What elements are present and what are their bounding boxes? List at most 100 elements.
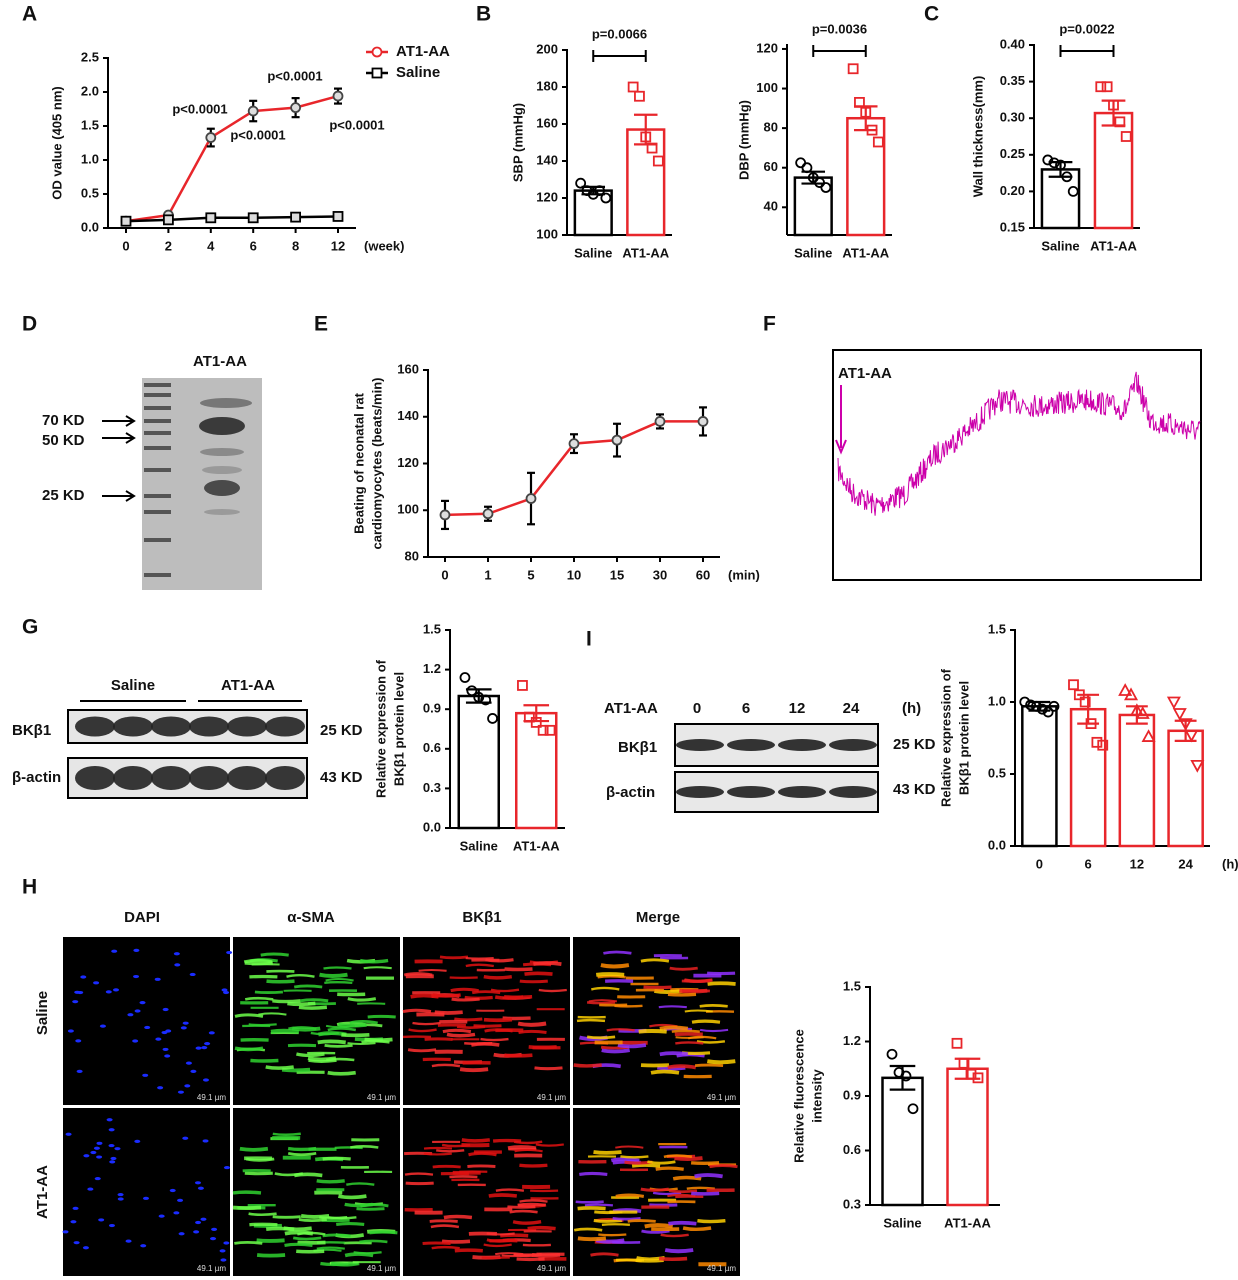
nucleus bbox=[177, 1090, 184, 1094]
fiber bbox=[300, 1213, 330, 1219]
fiber bbox=[620, 1155, 649, 1159]
nucleus bbox=[208, 1031, 215, 1035]
point bbox=[652, 155, 664, 167]
point bbox=[1042, 154, 1054, 166]
fiber bbox=[514, 1148, 543, 1153]
y-tick-label: 1.0 bbox=[81, 151, 99, 166]
fiber bbox=[588, 999, 618, 1003]
x-tick-label: AT1-AA bbox=[944, 1215, 991, 1230]
fiber bbox=[454, 1248, 483, 1253]
fiber bbox=[671, 1029, 700, 1033]
fiber bbox=[507, 1145, 537, 1151]
point bbox=[517, 680, 528, 691]
gel-image bbox=[142, 378, 262, 590]
nucleus bbox=[83, 1154, 90, 1158]
fiber bbox=[451, 997, 480, 1002]
blot-band bbox=[727, 739, 775, 751]
bar bbox=[573, 189, 613, 237]
point bbox=[120, 215, 132, 227]
panel-label: C bbox=[924, 3, 939, 26]
row-label: β-actin bbox=[606, 784, 655, 801]
y-tick-label: 100 bbox=[756, 80, 778, 95]
fiber bbox=[338, 1023, 367, 1028]
fiber bbox=[334, 1146, 363, 1150]
x-tick-label: Saline bbox=[883, 1215, 921, 1230]
fiber bbox=[627, 1219, 656, 1223]
y-tick-label: 0.6 bbox=[843, 1142, 861, 1157]
blot-band bbox=[778, 786, 826, 798]
x-axis-label: (h) bbox=[1222, 856, 1238, 871]
point bbox=[332, 211, 344, 222]
point bbox=[1135, 706, 1150, 719]
fiber bbox=[577, 1236, 607, 1242]
fiber bbox=[459, 1067, 489, 1073]
y-tick-label: 1.5 bbox=[81, 117, 99, 132]
fiber bbox=[517, 1202, 546, 1207]
point bbox=[1068, 679, 1079, 691]
y-axis-label: Beating of neonatal rat bbox=[351, 392, 366, 534]
fiber bbox=[465, 957, 494, 960]
y-tick-label: 100 bbox=[397, 502, 419, 517]
size-marker: 70 KD bbox=[42, 412, 85, 429]
fiber bbox=[488, 1193, 518, 1198]
nucleus bbox=[140, 1244, 147, 1248]
trace-label: AT1-AA bbox=[838, 365, 892, 382]
y-tick-label: 2.0 bbox=[81, 83, 99, 98]
point bbox=[1166, 696, 1181, 710]
y-tick-label: 0.9 bbox=[423, 701, 441, 716]
fiber bbox=[650, 1069, 680, 1075]
fiber bbox=[335, 1221, 365, 1226]
fiber bbox=[575, 1200, 604, 1204]
nucleus bbox=[155, 1037, 162, 1041]
fiber bbox=[418, 968, 447, 972]
fiber bbox=[434, 1010, 463, 1015]
fiber bbox=[579, 1171, 608, 1176]
scale-bar-label: 49.1 µm bbox=[197, 1264, 226, 1273]
nucleus bbox=[174, 963, 181, 967]
panel-label: G bbox=[22, 616, 38, 639]
point bbox=[544, 724, 556, 736]
row-label: β-actin bbox=[12, 769, 61, 786]
nucleus bbox=[133, 948, 140, 952]
fiber bbox=[631, 1163, 661, 1168]
fiber bbox=[323, 966, 352, 970]
fiber bbox=[573, 1063, 602, 1068]
y-tick-label: 120 bbox=[756, 40, 778, 55]
column-label: Merge bbox=[636, 909, 680, 926]
annotation: p<0.0001 bbox=[329, 117, 384, 132]
nucleus bbox=[108, 1128, 115, 1132]
nucleus bbox=[177, 1198, 184, 1202]
nucleus bbox=[220, 1258, 227, 1262]
nucleus bbox=[110, 1156, 117, 1161]
fiber bbox=[272, 1215, 301, 1219]
fiber bbox=[364, 1037, 393, 1043]
fiber bbox=[292, 1236, 322, 1241]
fiber bbox=[471, 990, 501, 995]
fiber bbox=[423, 1152, 452, 1156]
fiber bbox=[449, 1175, 478, 1179]
y-tick-label: 1.5 bbox=[988, 621, 1006, 636]
fiber bbox=[573, 1227, 603, 1232]
nucleus bbox=[76, 1069, 83, 1073]
gel-band bbox=[204, 480, 240, 496]
point bbox=[1095, 81, 1107, 93]
fiber bbox=[359, 958, 389, 964]
y-tick-label: 80 bbox=[764, 120, 778, 135]
x-tick-label: 8 bbox=[292, 238, 299, 253]
fiber bbox=[603, 950, 632, 955]
fiber bbox=[601, 1223, 630, 1226]
point bbox=[907, 1103, 919, 1115]
point bbox=[290, 102, 302, 114]
fiber bbox=[359, 1239, 388, 1244]
unit-label: (h) bbox=[902, 700, 921, 717]
y-axis-label: SBP (mmHg) bbox=[510, 103, 525, 182]
fiber bbox=[586, 1035, 616, 1040]
arrow-head bbox=[835, 439, 847, 455]
fiber bbox=[675, 1041, 704, 1045]
arrows bbox=[102, 415, 136, 502]
ladder-band bbox=[144, 383, 171, 387]
y-tick-label: 2.5 bbox=[81, 49, 99, 64]
significance-bracket bbox=[592, 50, 647, 62]
fiber bbox=[534, 1066, 563, 1071]
fiber bbox=[490, 988, 520, 993]
